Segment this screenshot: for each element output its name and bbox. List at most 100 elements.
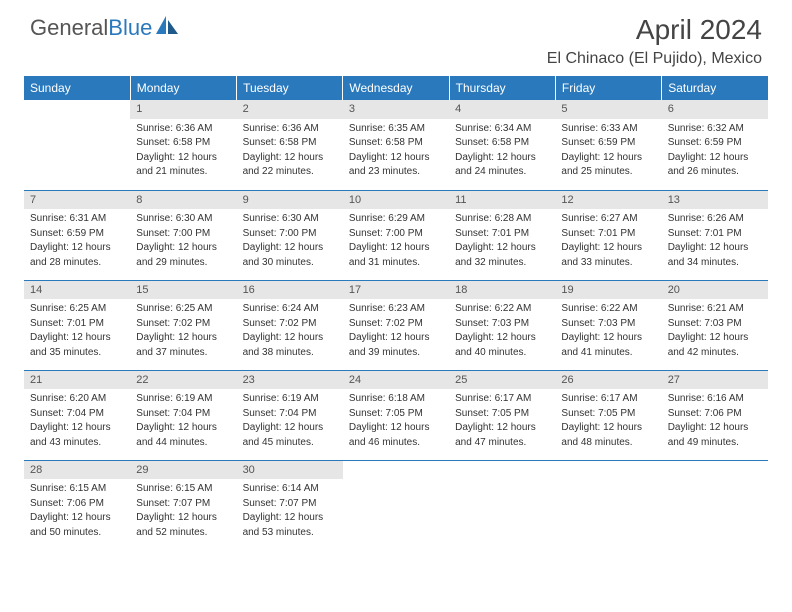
day-line-sunrise: Sunrise: 6:25 AM [30,302,124,316]
day-number: 5 [555,100,661,119]
calendar-day [449,460,555,550]
day-number: 19 [555,281,661,300]
day-number: 28 [24,461,130,480]
day-line-day1: Daylight: 12 hours [243,511,337,525]
day-line-sunset: Sunset: 7:04 PM [30,407,124,421]
day-line-day1: Daylight: 12 hours [668,241,762,255]
day-line-day1: Daylight: 12 hours [243,421,337,435]
day-line-sunset: Sunset: 7:07 PM [136,497,230,511]
day-line-day2: and 21 minutes. [136,165,230,179]
day-line-day2: and 33 minutes. [561,256,655,270]
day-line-day1: Daylight: 12 hours [561,331,655,345]
calendar-day: 8Sunrise: 6:30 AMSunset: 7:00 PMDaylight… [130,190,236,280]
day-line-day2: and 32 minutes. [455,256,549,270]
calendar-day: 9Sunrise: 6:30 AMSunset: 7:00 PMDaylight… [237,190,343,280]
calendar-day: 2Sunrise: 6:36 AMSunset: 6:58 PMDaylight… [237,100,343,190]
day-header-row: SundayMondayTuesdayWednesdayThursdayFrid… [24,76,768,100]
day-number: 7 [24,191,130,210]
day-line-sunrise: Sunrise: 6:35 AM [349,122,443,136]
day-line-day2: and 26 minutes. [668,165,762,179]
day-line-day2: and 35 minutes. [30,346,124,360]
day-line-day1: Daylight: 12 hours [455,421,549,435]
day-line-day2: and 25 minutes. [561,165,655,179]
day-line-day2: and 47 minutes. [455,436,549,450]
logo: GeneralBlue [30,14,180,41]
day-line-day2: and 41 minutes. [561,346,655,360]
day-line-sunset: Sunset: 6:59 PM [668,136,762,150]
day-number: 30 [237,461,343,480]
day-line-sunrise: Sunrise: 6:29 AM [349,212,443,226]
day-line-sunset: Sunset: 6:59 PM [30,227,124,241]
day-line-sunset: Sunset: 7:03 PM [668,317,762,331]
day-line-day2: and 30 minutes. [243,256,337,270]
calendar-day: 17Sunrise: 6:23 AMSunset: 7:02 PMDayligh… [343,280,449,370]
day-line-sunrise: Sunrise: 6:19 AM [243,392,337,406]
calendar-day: 5Sunrise: 6:33 AMSunset: 6:59 PMDaylight… [555,100,661,190]
day-line-sunrise: Sunrise: 6:33 AM [561,122,655,136]
day-header: Sunday [24,76,130,100]
day-line-sunset: Sunset: 7:01 PM [561,227,655,241]
day-body: Sunrise: 6:36 AMSunset: 6:58 PMDaylight:… [130,119,236,184]
day-line-sunrise: Sunrise: 6:19 AM [136,392,230,406]
day-line-day1: Daylight: 12 hours [561,421,655,435]
day-line-sunset: Sunset: 7:00 PM [136,227,230,241]
day-line-sunset: Sunset: 7:05 PM [349,407,443,421]
day-line-day1: Daylight: 12 hours [561,241,655,255]
calendar-day: 26Sunrise: 6:17 AMSunset: 7:05 PMDayligh… [555,370,661,460]
calendar-day: 4Sunrise: 6:34 AMSunset: 6:58 PMDaylight… [449,100,555,190]
day-number: 6 [662,100,768,119]
day-line-sunrise: Sunrise: 6:22 AM [561,302,655,316]
day-line-day1: Daylight: 12 hours [349,151,443,165]
day-header: Saturday [662,76,768,100]
calendar-day: 27Sunrise: 6:16 AMSunset: 7:06 PMDayligh… [662,370,768,460]
calendar-day: 19Sunrise: 6:22 AMSunset: 7:03 PMDayligh… [555,280,661,370]
day-number: 4 [449,100,555,119]
day-line-day1: Daylight: 12 hours [668,421,762,435]
day-line-day2: and 45 minutes. [243,436,337,450]
calendar-day: 10Sunrise: 6:29 AMSunset: 7:00 PMDayligh… [343,190,449,280]
day-number: 3 [343,100,449,119]
calendar-day: 14Sunrise: 6:25 AMSunset: 7:01 PMDayligh… [24,280,130,370]
logo-part2: Blue [108,15,152,40]
day-line-sunrise: Sunrise: 6:24 AM [243,302,337,316]
day-line-sunrise: Sunrise: 6:28 AM [455,212,549,226]
day-body: Sunrise: 6:20 AMSunset: 7:04 PMDaylight:… [24,389,130,454]
day-number: 14 [24,281,130,300]
day-line-sunrise: Sunrise: 6:15 AM [136,482,230,496]
day-line-day2: and 53 minutes. [243,526,337,540]
day-number: 13 [662,191,768,210]
day-number: 11 [449,191,555,210]
day-body: Sunrise: 6:25 AMSunset: 7:01 PMDaylight:… [24,299,130,364]
day-body: Sunrise: 6:36 AMSunset: 6:58 PMDaylight:… [237,119,343,184]
day-line-sunset: Sunset: 7:01 PM [455,227,549,241]
day-line-sunrise: Sunrise: 6:30 AM [136,212,230,226]
calendar-day: 21Sunrise: 6:20 AMSunset: 7:04 PMDayligh… [24,370,130,460]
day-line-day1: Daylight: 12 hours [455,331,549,345]
day-line-day1: Daylight: 12 hours [136,511,230,525]
day-header: Monday [130,76,236,100]
day-body: Sunrise: 6:18 AMSunset: 7:05 PMDaylight:… [343,389,449,454]
day-body: Sunrise: 6:27 AMSunset: 7:01 PMDaylight:… [555,209,661,274]
calendar-day: 23Sunrise: 6:19 AMSunset: 7:04 PMDayligh… [237,370,343,460]
day-line-sunset: Sunset: 7:06 PM [668,407,762,421]
day-body: Sunrise: 6:32 AMSunset: 6:59 PMDaylight:… [662,119,768,184]
day-line-sunset: Sunset: 7:03 PM [455,317,549,331]
calendar-day: 18Sunrise: 6:22 AMSunset: 7:03 PMDayligh… [449,280,555,370]
day-number: 27 [662,371,768,390]
day-line-day1: Daylight: 12 hours [136,421,230,435]
day-number: 26 [555,371,661,390]
day-line-day1: Daylight: 12 hours [668,331,762,345]
calendar-week: 7Sunrise: 6:31 AMSunset: 6:59 PMDaylight… [24,190,768,280]
day-line-day1: Daylight: 12 hours [30,421,124,435]
day-body: Sunrise: 6:29 AMSunset: 7:00 PMDaylight:… [343,209,449,274]
day-line-sunrise: Sunrise: 6:25 AM [136,302,230,316]
day-line-sunset: Sunset: 7:07 PM [243,497,337,511]
day-line-sunrise: Sunrise: 6:21 AM [668,302,762,316]
calendar-day [555,460,661,550]
calendar-day [662,460,768,550]
day-body: Sunrise: 6:17 AMSunset: 7:05 PMDaylight:… [555,389,661,454]
day-body: Sunrise: 6:21 AMSunset: 7:03 PMDaylight:… [662,299,768,364]
day-line-day2: and 38 minutes. [243,346,337,360]
day-line-sunrise: Sunrise: 6:32 AM [668,122,762,136]
day-number: 29 [130,461,236,480]
